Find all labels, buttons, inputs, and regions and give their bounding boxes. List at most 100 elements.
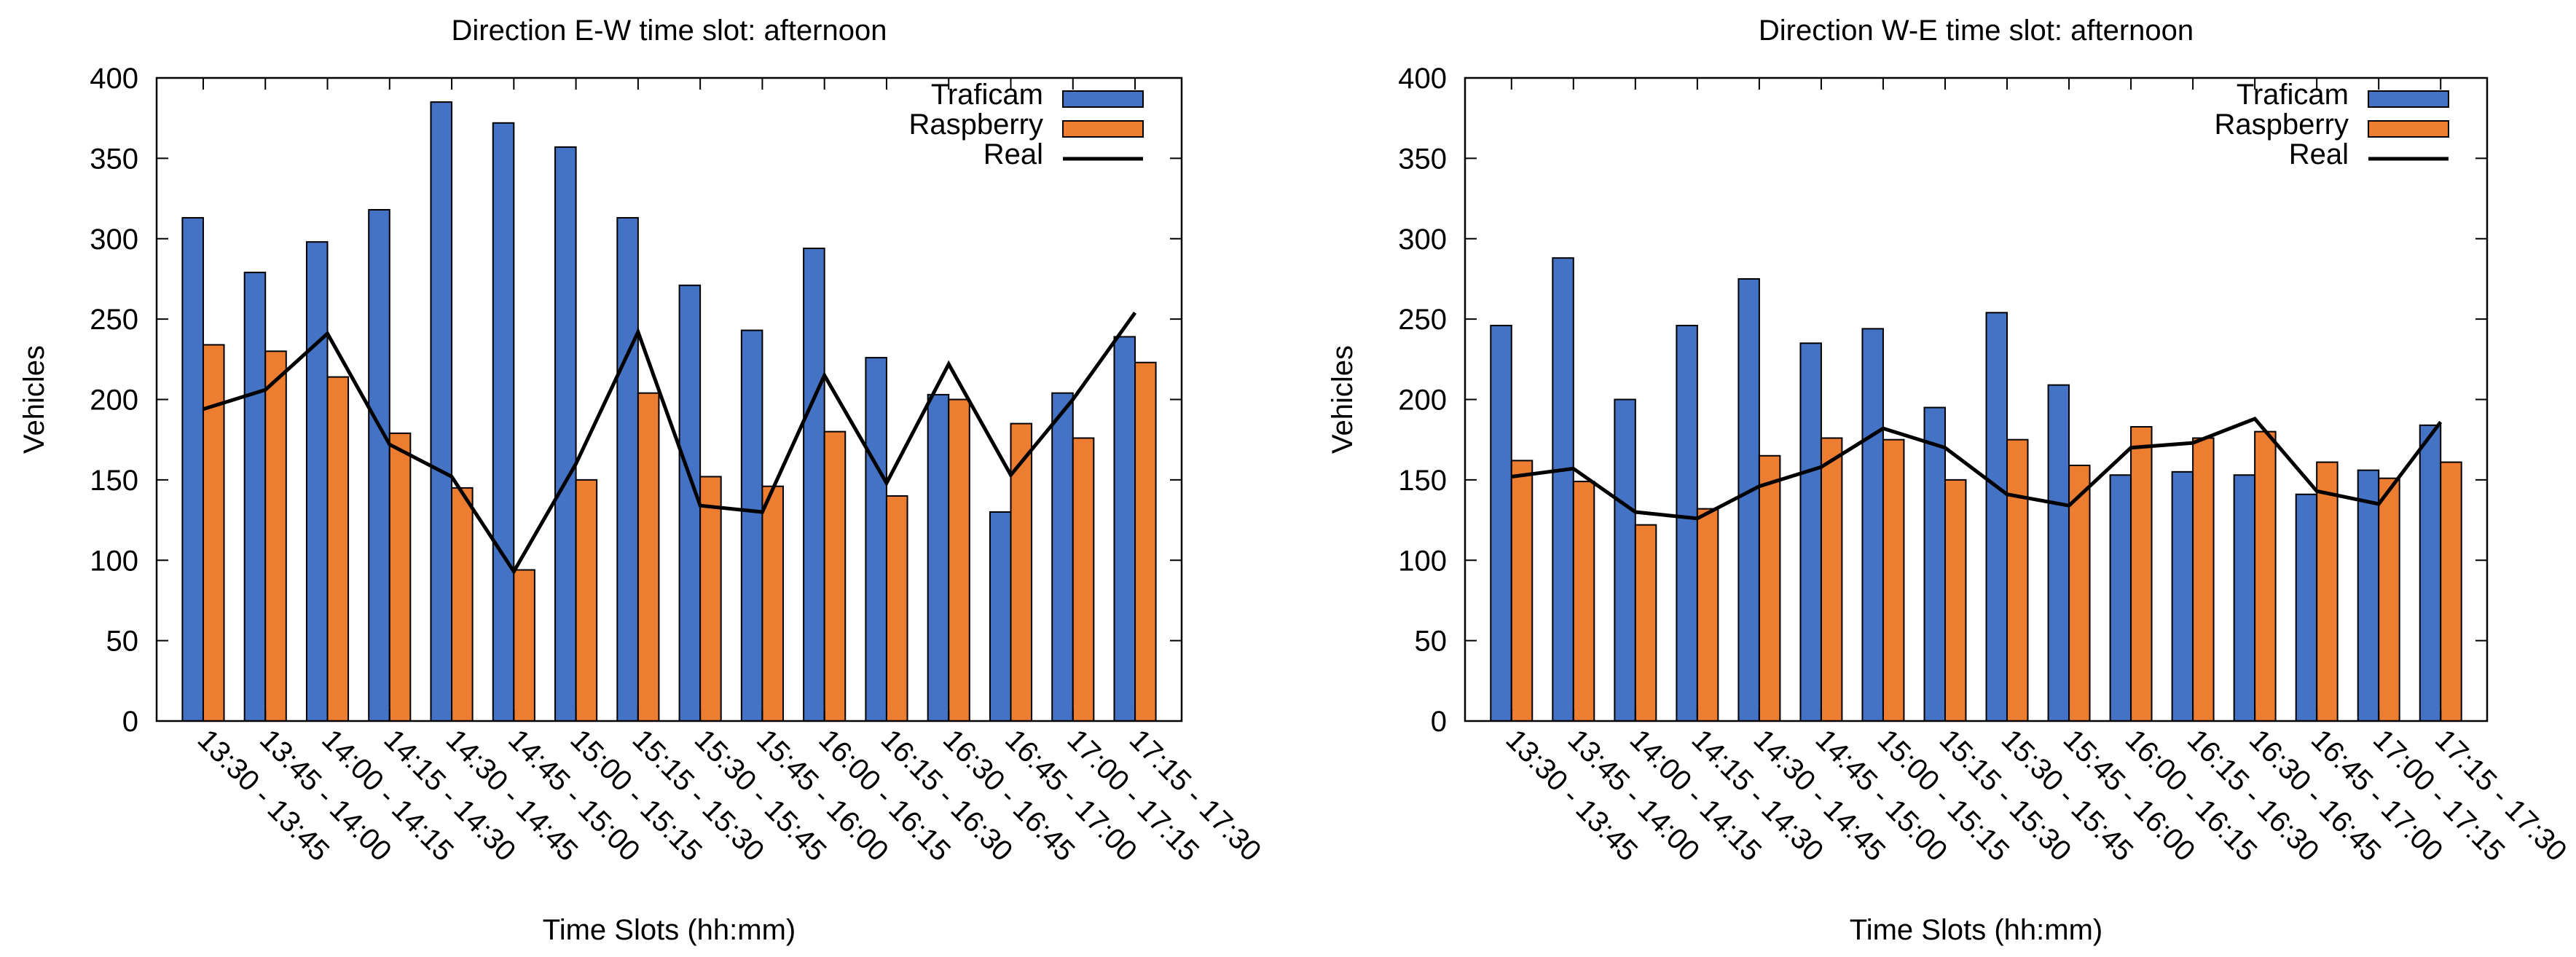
bar-traficam xyxy=(1676,324,1698,722)
bar-traficam xyxy=(243,272,267,722)
bar-traficam xyxy=(1490,324,1512,722)
bar-raspberry xyxy=(2006,438,2029,722)
bar-traficam xyxy=(865,357,887,722)
legend-label: Real xyxy=(2289,138,2349,170)
bar-raspberry xyxy=(1758,454,1781,722)
y-tick-label: 100 xyxy=(1398,545,1447,577)
line-real xyxy=(203,311,1137,575)
bar-traficam xyxy=(2109,474,2132,722)
y-tick-label: 50 xyxy=(106,626,139,658)
y-tick-label: 400 xyxy=(1398,63,1447,95)
legend-swatch-raspberry xyxy=(2368,120,2449,138)
y-tick-label: 200 xyxy=(90,385,138,417)
y-tick-label: 300 xyxy=(90,224,138,256)
bar-raspberry xyxy=(388,432,412,722)
legend-swatch-raspberry xyxy=(1062,120,1144,138)
bar-raspberry xyxy=(699,476,722,722)
x-axis-label: Time Slots (hh:mm) xyxy=(1850,914,2102,946)
bar-traficam xyxy=(1113,336,1136,722)
bar-traficam xyxy=(2171,470,2194,722)
y-tick-label: 350 xyxy=(1398,143,1447,175)
legend-label: Traficam xyxy=(931,79,1043,111)
bar-traficam xyxy=(1985,312,2008,722)
chart-0: Direction E-W time slot: afternoon Vehicl… xyxy=(18,15,1267,946)
bar-traficam xyxy=(492,122,515,722)
y-tick-label: 0 xyxy=(122,706,138,738)
y-axis-label: Vehicles xyxy=(1327,345,1359,454)
bar-raspberry xyxy=(1010,422,1033,722)
legend-label: Traficam xyxy=(2237,79,2349,111)
x-axis-label: Time Slots (hh:mm) xyxy=(543,914,796,946)
bar-raspberry xyxy=(2254,430,2277,722)
bar-raspberry xyxy=(761,485,784,722)
bar-raspberry xyxy=(1072,437,1095,722)
bar-traficam xyxy=(368,209,390,722)
y-tick-label: 250 xyxy=(90,304,138,336)
bar-raspberry xyxy=(575,478,598,722)
y-tick-label: 100 xyxy=(90,545,138,577)
legend-label: Real xyxy=(983,138,1043,170)
bar-traficam xyxy=(2295,493,2318,722)
bar-raspberry xyxy=(1944,478,1967,722)
chart-title: Direction E-W time slot: afternoon xyxy=(452,15,887,47)
y-axis-label: Vehicles xyxy=(18,345,50,454)
bar-traficam xyxy=(927,393,950,722)
legend-swatch-traficam xyxy=(2368,90,2449,108)
bar-traficam xyxy=(989,511,1012,722)
bar-raspberry xyxy=(2316,461,2339,722)
bar-raspberry xyxy=(326,376,350,722)
bar-traficam xyxy=(616,217,639,722)
bar-raspberry xyxy=(2440,461,2462,722)
bar-raspberry xyxy=(1882,438,1905,722)
y-tick-label: 0 xyxy=(1431,706,1447,738)
bar-traficam xyxy=(2047,384,2070,722)
bar-raspberry xyxy=(948,398,970,722)
bar-raspberry xyxy=(823,430,847,722)
bar-raspberry xyxy=(451,487,474,722)
bar-raspberry xyxy=(1134,361,1157,722)
chart-1: Direction W-E time slot: afternoon Vehicl… xyxy=(1327,15,2573,946)
bar-raspberry xyxy=(1634,524,1657,722)
legend-label: Raspberry xyxy=(908,109,1043,141)
bar-raspberry xyxy=(1820,437,1843,722)
bar-traficam xyxy=(678,284,702,722)
bar-raspberry xyxy=(885,495,908,722)
bar-traficam xyxy=(1799,342,1822,722)
line-real xyxy=(1511,417,2443,521)
bar-traficam xyxy=(740,329,763,722)
bar-raspberry xyxy=(264,350,287,722)
bar-traficam xyxy=(554,146,577,722)
bar-traficam xyxy=(2357,469,2380,722)
bar-raspberry xyxy=(513,569,535,722)
y-tick-label: 150 xyxy=(90,465,138,497)
plot-frame xyxy=(1464,76,2489,722)
y-tick-label: 250 xyxy=(1398,304,1447,336)
y-tick-label: 50 xyxy=(1415,626,1448,658)
bar-raspberry xyxy=(202,344,225,722)
bar-raspberry xyxy=(1510,460,1534,722)
bar-traficam xyxy=(1737,277,1760,722)
plot-frame xyxy=(155,76,1183,722)
bar-traficam xyxy=(1552,257,1574,722)
y-tick-label: 350 xyxy=(90,143,138,175)
bar-raspberry xyxy=(1572,481,1595,722)
y-tick-label: 300 xyxy=(1398,224,1447,256)
bar-traficam xyxy=(305,241,329,722)
bar-traficam xyxy=(1051,392,1074,722)
legend-label: Raspberry xyxy=(2214,109,2349,141)
y-tick-label: 150 xyxy=(1398,465,1447,497)
y-tick-label: 200 xyxy=(1398,385,1447,417)
bar-traficam xyxy=(2419,424,2442,722)
bar-raspberry xyxy=(2378,477,2400,722)
bar-traficam xyxy=(803,247,825,722)
bar-traficam xyxy=(1861,328,1884,722)
bar-raspberry xyxy=(2130,426,2153,722)
bar-raspberry xyxy=(1696,508,1719,722)
y-tick-label: 400 xyxy=(90,63,138,95)
legend-swatch-traficam xyxy=(1062,90,1144,108)
bar-traficam xyxy=(430,101,453,722)
chart-title: Direction W-E time slot: afternoon xyxy=(1759,15,2194,47)
